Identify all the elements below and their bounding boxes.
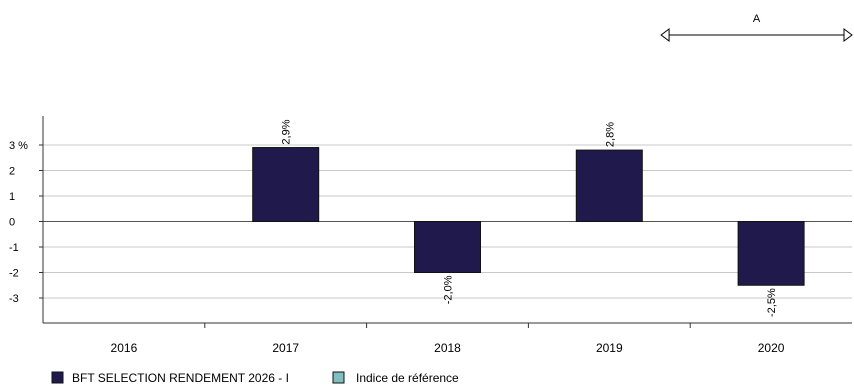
bar — [737, 221, 805, 286]
bar-data-label: -2,5% — [766, 288, 778, 317]
x-tick-label: 2016 — [111, 341, 138, 355]
bar-data-label: -2,0% — [443, 275, 455, 304]
legend-label: Indice de référence — [356, 371, 459, 385]
x-tick-label: 2017 — [272, 341, 299, 355]
x-tick-label: 2018 — [434, 341, 461, 355]
y-tick-label: 0 — [9, 217, 15, 229]
legend-label: BFT SELECTION RENDEMENT 2026 - I — [72, 371, 289, 385]
bar-data-label: 2,9% — [281, 119, 293, 144]
bar — [575, 149, 643, 223]
y-tick-label: -3 — [9, 293, 19, 305]
x-tick-label: 2020 — [758, 341, 785, 355]
bar — [252, 147, 320, 222]
period-marker-label: A — [753, 13, 761, 25]
y-tick-label: 3 % — [9, 140, 28, 152]
arrow-right-icon — [843, 28, 853, 42]
bar-data-label: 2,8% — [604, 122, 616, 147]
y-tick-label: -2 — [9, 268, 19, 280]
legend-swatch — [51, 371, 64, 384]
legend-swatch — [332, 371, 345, 384]
bar — [414, 221, 481, 273]
x-tick-label: 2019 — [596, 341, 623, 355]
arrow-left-icon — [660, 28, 670, 42]
y-tick-label: 1 — [9, 191, 15, 203]
y-tick-label: 2 — [9, 166, 15, 178]
y-tick-label: -1 — [9, 242, 19, 254]
